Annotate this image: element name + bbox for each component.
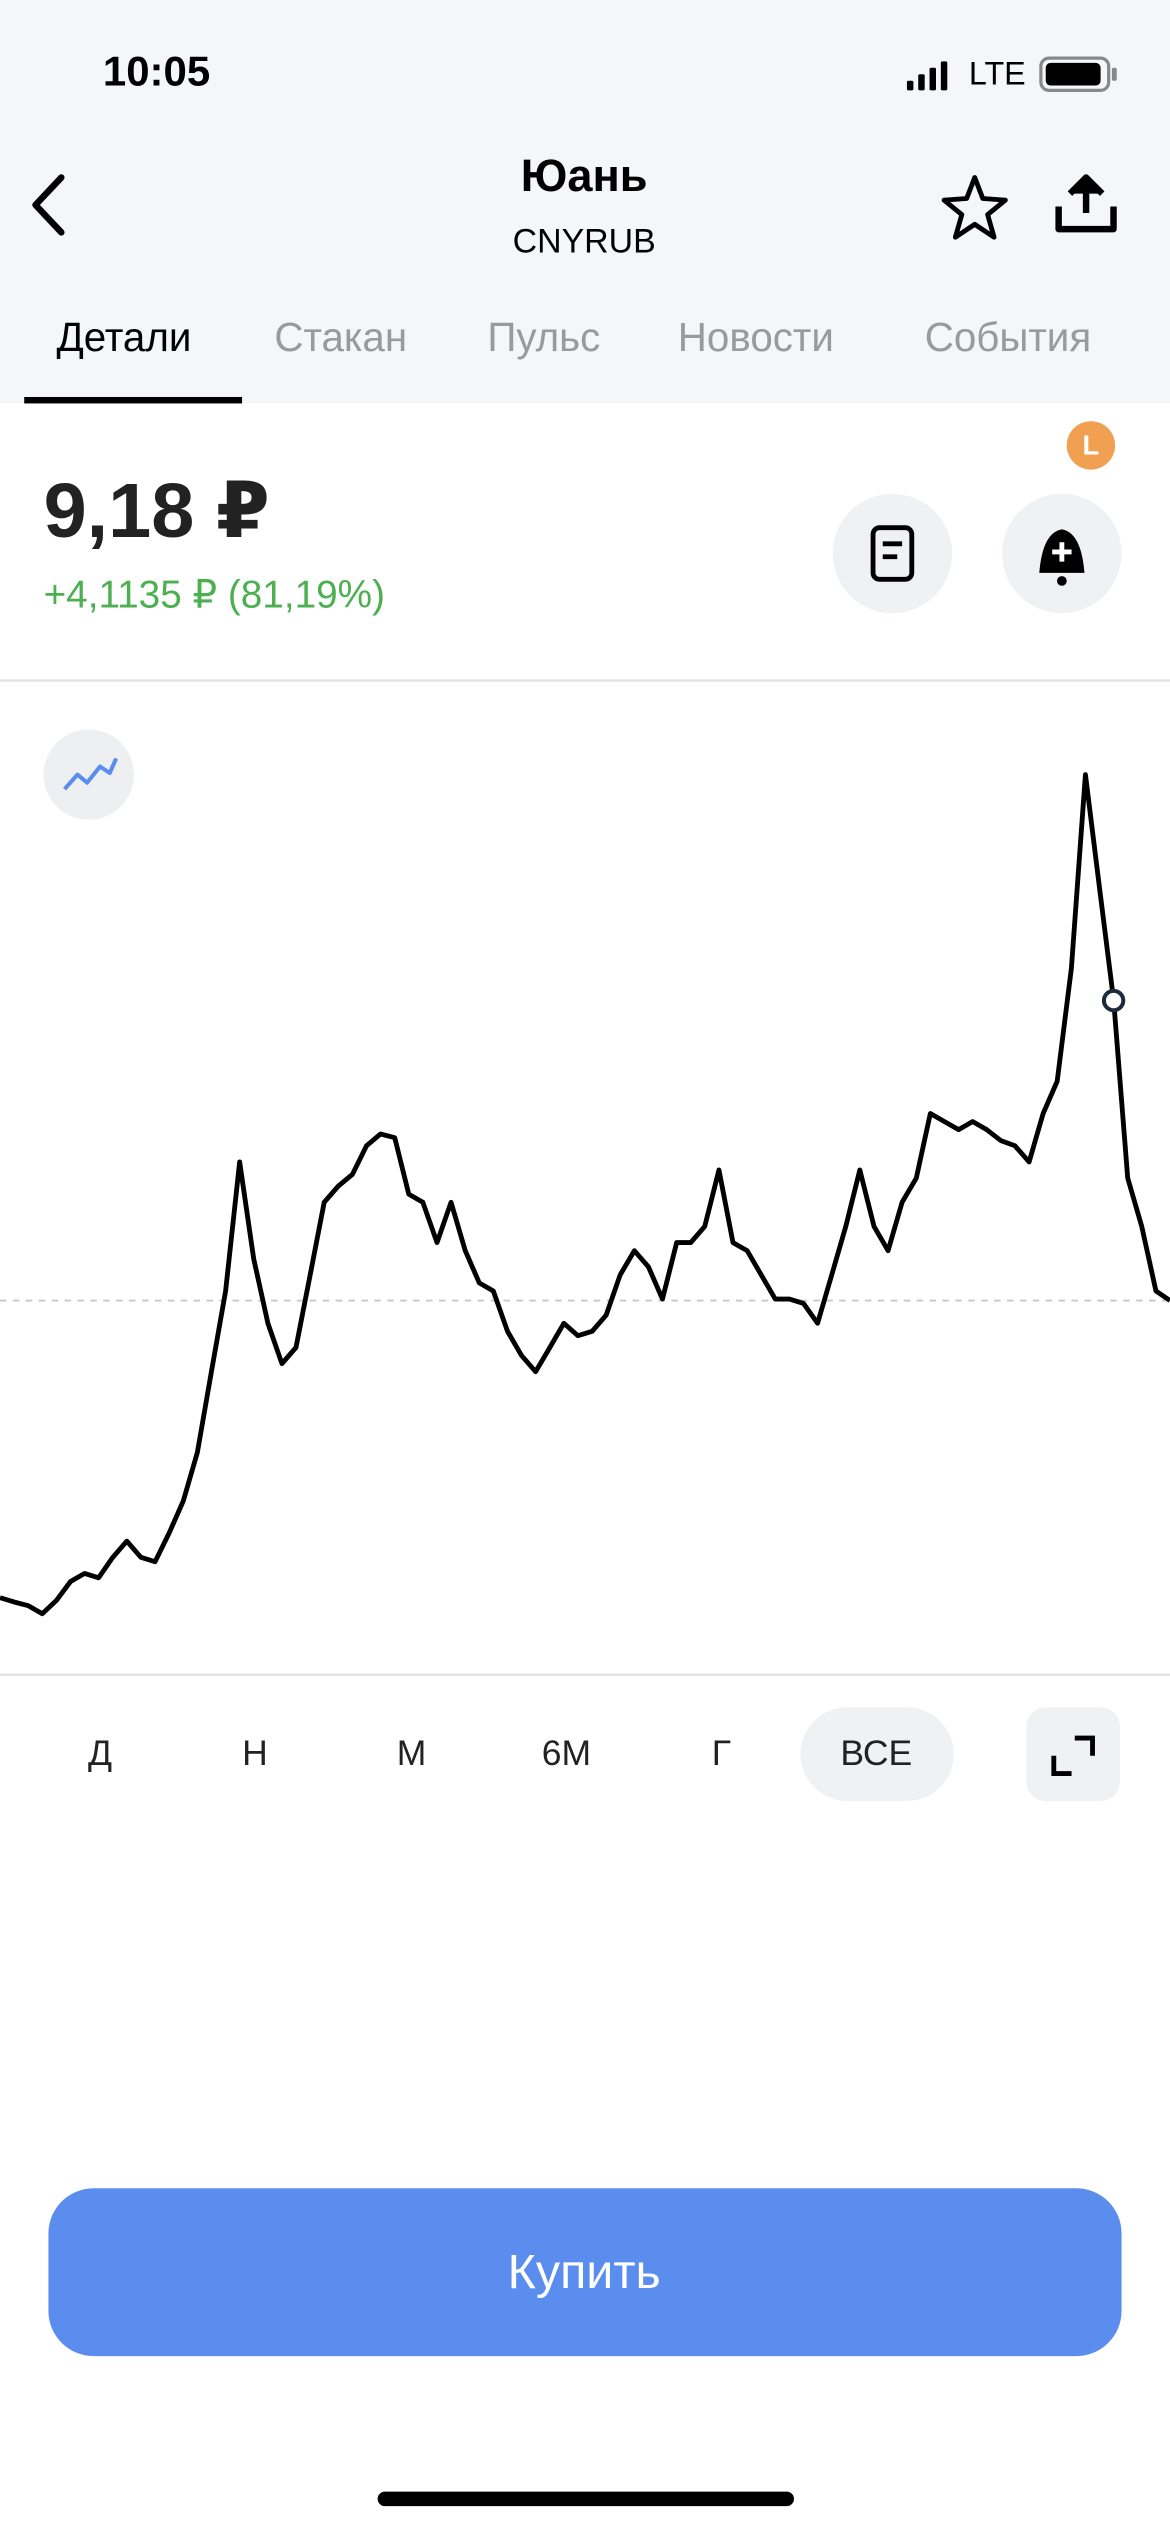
tab[interactable]: Детали [56,314,191,360]
title: Юань [521,150,648,201]
tab-underline [24,396,243,404]
tab[interactable]: Новости [678,314,834,360]
signal-icon [906,61,948,91]
period-selector: Д Н М 6М Г ВСЕ [88,1733,912,1773]
subtitle: CNYRUB [513,223,656,261]
favorite-button[interactable] [941,175,1008,240]
price-line [0,772,1170,1617]
price-chart [0,772,1170,1617]
price: 9,18 ₽ [44,468,270,554]
divider [0,679,1170,682]
fullscreen-button[interactable] [1026,1707,1120,1801]
chart-type-button[interactable] [43,729,134,820]
header-bg [0,0,1170,404]
tab-bar: Детали Стакан Пульс Новости События [56,314,1091,360]
share-button[interactable] [1055,174,1117,233]
period-selected-bg [800,1707,954,1801]
period[interactable]: Г [712,1733,731,1773]
tab[interactable]: События [925,314,1091,360]
period[interactable]: Д [88,1733,112,1773]
price-change: +4,1135 ₽ (81,19%) [44,573,385,616]
back-button[interactable] [32,174,65,236]
status-time: 10:05 [103,47,210,94]
period[interactable]: 6М [542,1733,591,1773]
divider [0,1673,1170,1676]
note-icon [870,525,915,582]
period[interactable]: Н [242,1733,268,1773]
badge-label: L [1083,429,1100,460]
battery-icon [1039,56,1117,92]
badge [1066,421,1116,470]
alert-icon [1039,529,1085,586]
home-indicator [377,2491,794,2507]
fullscreen-icon [1051,1735,1095,1776]
note-button[interactable] [832,493,953,614]
status-network: LTE [969,55,1026,91]
period[interactable]: М [397,1733,427,1773]
period[interactable]: ВСЕ [840,1733,912,1773]
buy-label: Купить [508,2245,661,2299]
cursor-point [1101,988,1126,1013]
chart-type-icon [63,757,119,791]
tab[interactable]: Пульс [487,314,600,360]
tab[interactable]: Стакан [274,314,407,360]
buy-button[interactable] [48,2188,1122,2357]
